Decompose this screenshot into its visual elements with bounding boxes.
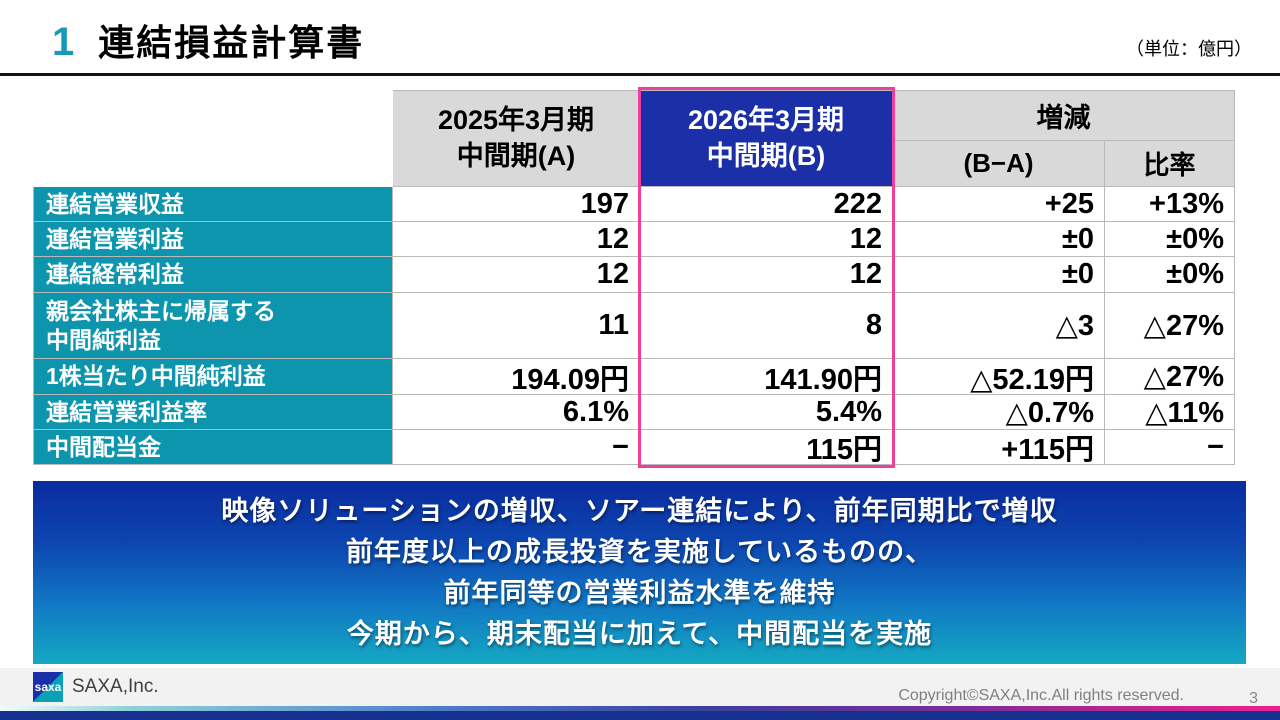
value-ratio: △27% — [1105, 293, 1235, 359]
unit-label: （単位：億円） — [1126, 39, 1252, 59]
header: 1 連結損益計算書 （単位：億円） — [52, 14, 1252, 66]
value-2025: − — [393, 430, 640, 465]
value-2026: 222 — [640, 187, 893, 222]
pl-table: 2025年3月期 中間期(A) 2026年3月期 中間期(B) 増減 (B−A)… — [33, 87, 1235, 468]
copyright-text: Copyright©SAXA,Inc.All rights reserved. — [898, 687, 1184, 704]
footer: saxa SAXA,Inc. — [0, 668, 1280, 706]
row-label: 中間配当金 — [33, 430, 393, 465]
value-2025: 6.1% — [393, 395, 640, 430]
value-ratio: ±0% — [1105, 257, 1235, 293]
row-label: 連結経常利益 — [33, 257, 393, 293]
row-label: 1株当たり中間純利益 — [33, 359, 393, 395]
value-2026: 12 — [640, 222, 893, 257]
company-name: SAXA,Inc. — [72, 676, 159, 697]
value-diff: △3 — [893, 293, 1105, 359]
value-2025: 197 — [393, 187, 640, 222]
value-ratio: △27% — [1105, 359, 1235, 395]
row-label: 連結営業収益 — [33, 187, 393, 222]
value-2025: 12 — [393, 257, 640, 293]
value-2026: 12 — [640, 257, 893, 293]
col-header-2026: 2026年3月期 中間期(B) — [640, 90, 893, 187]
row-label: 連結営業利益 — [33, 222, 393, 257]
page-number: 3 — [1249, 690, 1258, 707]
value-diff: △0.7% — [893, 395, 1105, 430]
value-ratio: +13% — [1105, 187, 1235, 222]
summary-line-3: 前年同等の営業利益水準を維持 — [443, 577, 836, 608]
value-2026: 5.4% — [640, 395, 893, 430]
col-header-2025: 2025年3月期 中間期(A) — [393, 90, 640, 187]
col-header-change: 増減 — [893, 90, 1235, 141]
saxa-logo-icon: saxa — [33, 672, 63, 702]
value-2026: 115円 — [640, 430, 893, 466]
summary-box: 映像ソリューションの増収、ソアー連結により、前年同期比で増収 前年度以上の成長投… — [33, 481, 1246, 664]
row-label: 連結営業利益率 — [33, 395, 393, 430]
title-underline — [0, 73, 1280, 76]
section-number: 1 — [52, 20, 75, 64]
value-2025: 12 — [393, 222, 640, 257]
page-title: 連結損益計算書 — [98, 22, 365, 63]
value-ratio: − — [1105, 430, 1235, 465]
row-label: 親会社株主に帰属する 中間純利益 — [33, 293, 393, 359]
value-diff: +25 — [893, 187, 1105, 222]
value-diff: △52.19円 — [893, 359, 1105, 396]
col-header-ratio: 比率 — [1105, 141, 1235, 187]
value-diff: ±0 — [893, 257, 1105, 293]
value-2025: 11 — [393, 293, 640, 359]
col-header-diff: (B−A) — [893, 141, 1105, 187]
value-diff: ±0 — [893, 222, 1105, 257]
footer-navy-bar — [0, 711, 1280, 720]
table-corner-blank — [33, 90, 393, 187]
summary-line-4: 今期から、期末配当に加えて、中間配当を実施 — [346, 618, 933, 649]
summary-line-1: 映像ソリューションの増収、ソアー連結により、前年同期比で増収 — [221, 495, 1058, 526]
value-ratio: ±0% — [1105, 222, 1235, 257]
value-ratio: △11% — [1105, 395, 1235, 430]
footer-gradient-bar — [0, 706, 1280, 711]
summary-line-2: 前年度以上の成長投資を実施しているものの、 — [345, 536, 934, 567]
value-2025: 194.09円 — [393, 359, 640, 396]
value-diff: +115円 — [893, 430, 1105, 466]
value-2026: 141.90円 — [640, 359, 893, 396]
value-2026: 8 — [640, 293, 893, 359]
